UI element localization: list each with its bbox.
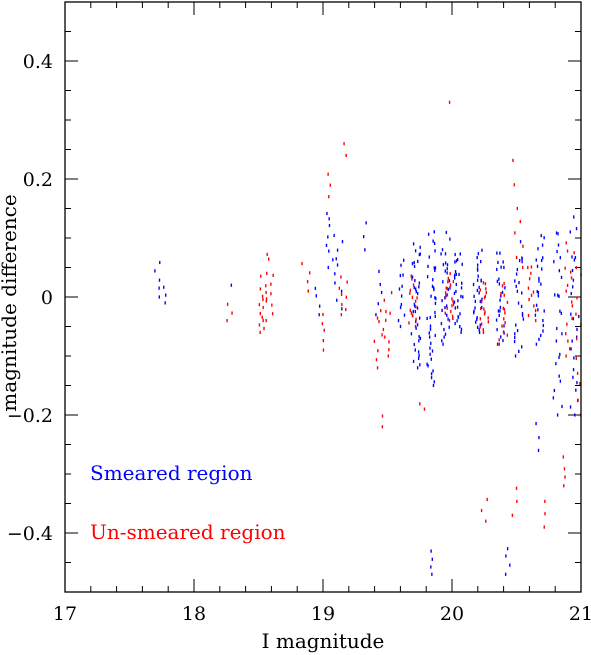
y-tick-label: 0.2 (23, 169, 53, 191)
data-points (154, 100, 582, 576)
minor-ticks (64, 1, 582, 593)
x-axis-label: I magnitude (262, 629, 385, 653)
y-tick-label: 0 (41, 287, 53, 309)
y-tick-label: −0.2 (7, 405, 53, 427)
y-axis-label: magnitude difference (0, 194, 21, 411)
x-tick-label: 18 (182, 603, 206, 625)
x-tick-label: 21 (569, 603, 591, 625)
x-tick-label: 20 (440, 603, 464, 625)
series-un-smeared-region (226, 100, 582, 529)
y-tick-label: 0.4 (23, 51, 53, 73)
x-tick-label: 17 (53, 603, 77, 625)
tick-labels: 17 18 19 20 21 −0.4 −0.2 0 0.2 0.4 (7, 51, 591, 625)
x-tick-label: 19 (311, 603, 335, 625)
y-tick-label: −0.4 (7, 523, 53, 545)
major-ticks (64, 2, 582, 592)
legend-smeared-region: Smeared region (90, 461, 253, 485)
series-smeared-region (154, 211, 580, 576)
legend-un-smeared-region: Un-smeared region (90, 520, 286, 544)
plot-frame (64, 1, 582, 593)
